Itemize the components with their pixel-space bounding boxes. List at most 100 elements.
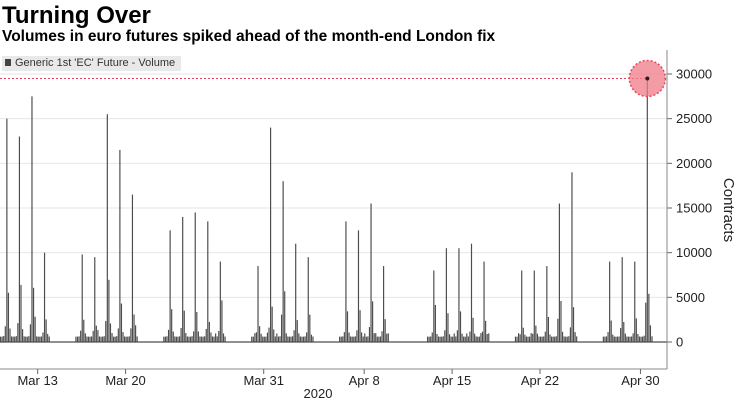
volume-bar	[370, 203, 372, 342]
volume-bar	[169, 230, 171, 342]
volume-bar	[519, 334, 521, 342]
volume-bar	[376, 336, 378, 342]
volume-bar	[252, 336, 254, 342]
volume-bar	[288, 336, 291, 342]
volume-bar	[609, 261, 611, 342]
peak-dot	[645, 76, 650, 81]
volume-bar	[197, 331, 199, 342]
volume-bar	[378, 336, 380, 342]
volume-bar	[32, 287, 35, 342]
volume-bar	[111, 333, 113, 342]
volume-bar	[549, 334, 551, 342]
volume-bar	[464, 336, 466, 342]
volume-bar	[12, 336, 14, 342]
volume-bar	[430, 336, 432, 342]
volume-bar	[222, 333, 225, 342]
volume-bar	[87, 336, 90, 342]
volume-bar	[191, 336, 193, 342]
volume-bar	[629, 336, 631, 342]
volume-bar	[113, 336, 115, 342]
volume-bar	[572, 307, 575, 342]
volume-bar	[262, 336, 264, 342]
volume-bar	[213, 336, 215, 342]
volume-bar	[434, 304, 436, 342]
volume-bar	[14, 336, 16, 342]
volume-bar	[196, 312, 198, 342]
volume-bar	[31, 96, 33, 342]
volume-bar	[43, 252, 46, 342]
volume-bar	[648, 293, 650, 342]
volume-bar	[565, 336, 567, 342]
volume-bar	[193, 331, 195, 342]
volume-bar	[538, 336, 540, 342]
volume-bar	[164, 336, 166, 342]
volume-bar	[532, 333, 534, 342]
volume-bar	[478, 336, 480, 342]
volume-bar	[218, 331, 220, 342]
y-tick-label: 25000	[676, 111, 712, 126]
x-tick-label: Apr 30	[621, 373, 659, 388]
volume-bar	[128, 336, 130, 342]
volume-bar	[34, 316, 36, 342]
volume-bar	[452, 336, 454, 342]
volume-bar	[81, 254, 83, 342]
volume-bar	[546, 266, 548, 342]
volume-bar	[208, 321, 210, 342]
volume-bar	[384, 319, 386, 342]
volume-bar	[291, 336, 294, 342]
volume-bar	[20, 284, 22, 342]
volume-bar	[437, 336, 440, 342]
volume-bar	[627, 336, 630, 342]
volume-bar	[568, 336, 570, 342]
volume-bar	[84, 333, 86, 342]
volume-bar	[461, 333, 463, 342]
volume-bar	[45, 319, 47, 342]
volume-bar	[185, 333, 187, 342]
volume-bar	[122, 332, 124, 342]
y-tick-label: 30000	[676, 67, 712, 82]
volume-bar	[342, 336, 344, 342]
volume-bar	[646, 78, 648, 342]
x-tick-label: Apr 15	[433, 373, 471, 388]
volume-bar	[566, 336, 568, 342]
volume-bar	[364, 333, 366, 342]
volume-bar	[626, 336, 628, 342]
volume-bar	[481, 331, 484, 342]
volume-bar	[163, 336, 165, 342]
volume-bar	[285, 333, 287, 342]
volume-bar	[180, 328, 182, 342]
x-tick-label: Mar 31	[243, 373, 283, 388]
volume-bar	[4, 326, 6, 342]
volume-bar	[100, 336, 102, 342]
volume-bar	[474, 333, 476, 342]
volume-bar	[301, 336, 303, 342]
volume-bar	[219, 261, 221, 342]
volume-bar	[307, 257, 309, 342]
volume-bar	[467, 336, 469, 342]
volume-bar	[251, 336, 253, 342]
volume-bar	[544, 331, 546, 342]
volume-bar	[632, 333, 634, 342]
x-tick-label: Apr 22	[521, 373, 559, 388]
volume-bar	[7, 292, 10, 342]
y-axis-label: Contracts	[720, 178, 737, 242]
volume-bar	[372, 301, 374, 342]
volume-bar	[620, 328, 622, 342]
volume-bar	[375, 333, 377, 342]
volume-bar	[290, 336, 292, 342]
volume-bar	[571, 172, 573, 342]
volume-bar	[80, 330, 82, 342]
volume-bar	[9, 328, 11, 342]
volume-bar	[39, 336, 41, 342]
volume-bar	[651, 336, 653, 342]
volume-bar	[117, 328, 119, 342]
volume-bar	[42, 332, 44, 342]
volume-bar	[1, 336, 3, 342]
volume-bar	[47, 333, 49, 342]
volume-bar	[268, 327, 270, 342]
volume-bar	[293, 330, 295, 342]
volume-bar	[304, 336, 306, 342]
volume-bar	[277, 336, 280, 342]
volume-bar	[257, 266, 259, 342]
volume-bar	[613, 336, 615, 342]
